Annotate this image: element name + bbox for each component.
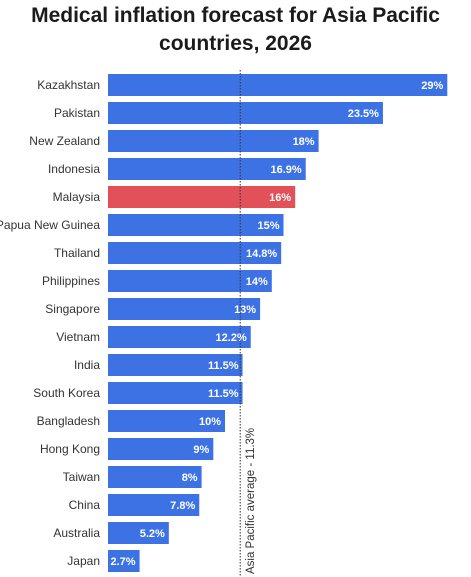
bar-china xyxy=(108,494,200,516)
bar-thailand xyxy=(108,242,282,264)
average-reference: Asia Pacific average - 11.3% xyxy=(239,70,257,576)
bar-papua-new-guinea xyxy=(108,214,284,236)
value-label-taiwan: 8% xyxy=(182,472,198,484)
category-label-thailand: Thailand xyxy=(54,246,100,260)
category-label-pakistan: Pakistan xyxy=(54,106,100,120)
value-labels: 29% 23.5% 18% 16.9% 16% 15% 14.8% 14% 13% 12.2% 11… xyxy=(111,80,444,568)
category-label-papua-new-guinea: Papua New Guinea xyxy=(0,218,100,232)
bar-indonesia xyxy=(108,158,306,180)
bar-australia xyxy=(108,522,169,544)
value-label-south-korea: 11.5% xyxy=(208,388,239,400)
bar-hong-kong xyxy=(108,438,214,460)
value-label-vietnam: 12.2% xyxy=(216,332,247,344)
bar-singapore xyxy=(108,298,261,320)
bar-bangladesh xyxy=(108,410,225,432)
value-label-kazakhstan: 29% xyxy=(421,80,443,92)
value-label-thailand: 14.8% xyxy=(246,248,277,260)
bars xyxy=(108,74,448,572)
category-label-kazakhstan: Kazakhstan xyxy=(37,78,100,92)
category-label-philippines: Philippines xyxy=(42,274,100,288)
value-label-philippines: 14% xyxy=(246,276,268,288)
average-line-label: Asia Pacific average - 11.3% xyxy=(245,428,257,574)
bar-malaysia xyxy=(108,186,296,208)
bar-india xyxy=(108,354,243,376)
bar-new-zealand xyxy=(108,130,319,152)
category-label-indonesia: Indonesia xyxy=(48,162,100,176)
category-label-japan: Japan xyxy=(67,554,100,568)
value-label-papua-new-guinea: 15% xyxy=(257,220,279,232)
value-label-bangladesh: 10% xyxy=(199,416,221,428)
value-label-indonesia: 16.9% xyxy=(271,164,302,176)
value-label-hong-kong: 9% xyxy=(193,444,209,456)
category-label-new-zealand: New Zealand xyxy=(29,134,100,148)
category-label-south-korea: South Korea xyxy=(33,386,100,400)
category-labels: Kazakhstan Pakistan New Zealand Indonesia Ma… xyxy=(0,78,100,568)
value-label-india: 11.5% xyxy=(208,360,239,372)
category-label-malaysia: Malaysia xyxy=(53,190,101,204)
value-label-australia: 5.2% xyxy=(140,528,165,540)
category-label-hong-kong: Hong Kong xyxy=(40,442,100,456)
category-label-taiwan: Taiwan xyxy=(63,470,100,484)
value-label-malaysia: 16% xyxy=(269,192,291,204)
value-label-china: 7.8% xyxy=(170,500,195,512)
category-label-australia: Australia xyxy=(53,526,100,540)
value-label-new-zealand: 18% xyxy=(293,136,315,148)
category-label-vietnam: Vietnam xyxy=(56,330,100,344)
category-label-singapore: Singapore xyxy=(45,302,100,316)
bar-taiwan xyxy=(108,466,202,488)
bar-vietnam xyxy=(108,326,251,348)
bar-pakistan xyxy=(108,102,383,124)
category-label-bangladesh: Bangladesh xyxy=(37,414,100,428)
category-label-china: China xyxy=(69,498,101,512)
chart-title: Medical inflation forecast for Asia Paci… xyxy=(31,4,440,55)
bar-south-korea xyxy=(108,382,243,404)
value-label-japan: 2.7% xyxy=(111,556,136,568)
value-label-pakistan: 23.5% xyxy=(348,108,379,120)
category-label-india: India xyxy=(74,358,100,372)
bar-philippines xyxy=(108,270,272,292)
value-label-singapore: 13% xyxy=(234,304,256,316)
bar-japan xyxy=(108,550,140,572)
bar-kazakhstan xyxy=(108,74,448,96)
